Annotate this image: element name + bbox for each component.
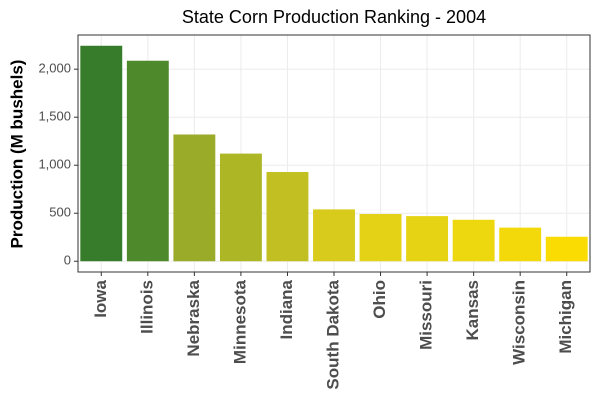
bar <box>126 60 169 262</box>
x-tick-label: Minnesota <box>230 279 249 364</box>
x-tick-label: Ohio <box>370 280 389 319</box>
y-tick-label: 500 <box>49 205 71 220</box>
bar <box>359 213 402 262</box>
chart-title: State Corn Production Ranking - 2004 <box>182 7 486 27</box>
x-tick-label: Indiana <box>277 279 296 339</box>
y-tick-label: 2,000 <box>38 61 71 76</box>
bar <box>173 134 216 262</box>
x-tick-label: Iowa <box>91 279 110 317</box>
bar <box>266 172 309 262</box>
bar <box>452 219 495 262</box>
y-axis-title: Production (M bushels) <box>7 60 26 249</box>
bar <box>313 209 355 262</box>
x-tick-label: Kansas <box>463 280 482 340</box>
bar <box>80 45 123 262</box>
bar <box>406 216 449 262</box>
y-tick-label: 1,000 <box>38 157 71 172</box>
panel-border <box>77 34 591 273</box>
x-tick-label: Missouri <box>417 280 436 350</box>
bar <box>499 227 542 262</box>
x-tick-label: Wisconsin <box>510 280 529 365</box>
x-tick-label: Nebraska <box>184 279 203 356</box>
x-tick-label: Michigan <box>556 280 575 354</box>
bar <box>545 236 588 262</box>
bar <box>219 153 262 262</box>
y-tick-label: 0 <box>64 253 71 268</box>
y-tick-label: 1,500 <box>38 109 71 124</box>
x-tick-label: Illinois <box>137 280 156 334</box>
x-tick-label: South Dakota <box>323 279 342 389</box>
